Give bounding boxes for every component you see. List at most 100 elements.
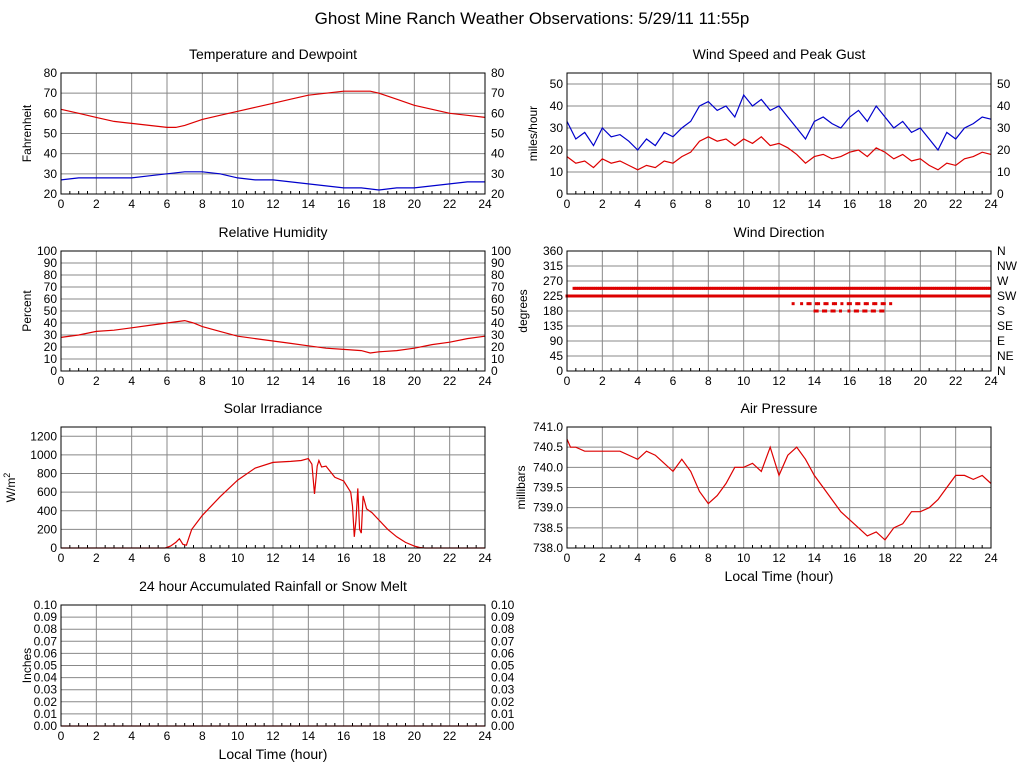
x-tick-label: 16 xyxy=(337,374,351,388)
wind-direction-point xyxy=(777,294,781,298)
wind-direction-point xyxy=(696,294,700,298)
right-y-tick-label: 20 xyxy=(491,187,505,201)
wind-direction-point xyxy=(710,286,714,290)
plot-frame xyxy=(60,72,486,195)
wind-direction-point xyxy=(934,294,938,298)
wind-direction-point xyxy=(885,294,889,298)
wind-direction-point xyxy=(776,286,780,290)
x-tick-label: 12 xyxy=(266,374,280,388)
wind-direction-point xyxy=(652,294,656,298)
wind-direction-point xyxy=(723,286,727,290)
wind-direction-point xyxy=(663,294,667,298)
wind-direction-point xyxy=(798,294,802,298)
wind-direction-point xyxy=(865,286,869,290)
wind-direction-point xyxy=(877,286,881,290)
x-tick-label: 14 xyxy=(808,374,822,388)
wind-direction-point xyxy=(848,302,852,306)
wind-direction-point xyxy=(646,294,650,298)
wind-direction-point xyxy=(631,294,635,298)
x-tick-label: 14 xyxy=(302,374,316,388)
wind-direction-point xyxy=(677,294,681,298)
wind-direction-point xyxy=(729,286,733,290)
wind-direction-point xyxy=(574,286,578,290)
wind-direction-point xyxy=(803,286,807,290)
wind-direction-point xyxy=(672,286,676,290)
wind-direction-point xyxy=(833,286,837,290)
wind-direction-point xyxy=(932,286,936,290)
wind-direction-point xyxy=(773,286,777,290)
y-tick-label: 135 xyxy=(543,319,563,333)
wind-direction-point xyxy=(607,294,611,298)
x-tick-label: 8 xyxy=(199,551,206,565)
wind-direction-point xyxy=(890,286,894,290)
chart-title: Wind Speed and Peak Gust xyxy=(693,46,866,62)
x-tick-label: 6 xyxy=(164,729,171,743)
x-tick-label: 10 xyxy=(737,551,751,565)
x-tick-label: 0 xyxy=(58,551,65,565)
right-y-tick-label: 0.07 xyxy=(491,634,515,648)
wind-direction-point xyxy=(616,294,620,298)
wind-direction-point xyxy=(783,294,787,298)
wind-direction-point xyxy=(832,309,836,313)
wind-direction-point xyxy=(806,302,810,306)
x-tick-label: 6 xyxy=(164,551,171,565)
right-y-tick-label: 0.01 xyxy=(491,707,515,721)
y-axis-label: millibars xyxy=(514,465,528,509)
wind-direction-point xyxy=(578,286,582,290)
wind-direction-point xyxy=(735,286,739,290)
right-y-tick-label: 0 xyxy=(997,187,1004,201)
wind-direction-point xyxy=(752,286,756,290)
wind-direction-point xyxy=(761,286,765,290)
wind-direction-point xyxy=(921,294,925,298)
wind-direction-point xyxy=(879,286,883,290)
right-y-tick-label: 100 xyxy=(491,244,511,258)
wind-direction-point xyxy=(906,294,910,298)
wind-direction-point xyxy=(765,286,769,290)
wind-direction-point xyxy=(682,286,686,290)
x-tick-label: 14 xyxy=(302,551,316,565)
series-line xyxy=(60,90,486,129)
wind-direction-point xyxy=(586,294,590,298)
wind-direction-point xyxy=(636,286,640,290)
wind-direction-point xyxy=(796,294,800,298)
wind-direction-point xyxy=(862,309,866,313)
x-tick-label: 2 xyxy=(93,551,100,565)
x-tick-label: 2 xyxy=(93,197,100,211)
wind-direction-point xyxy=(843,286,847,290)
wind-direction-point xyxy=(840,302,844,306)
wind-direction-point xyxy=(718,294,722,298)
x-tick-label: 20 xyxy=(914,551,928,565)
y-tick-label: 270 xyxy=(543,274,563,288)
wind-direction-point xyxy=(884,286,888,290)
wind-direction-point xyxy=(911,286,915,290)
wind-direction-point xyxy=(825,302,829,306)
wind-direction-point xyxy=(679,294,683,298)
y-tick-label: 0.02 xyxy=(34,695,58,709)
y-tick-label: 741.0 xyxy=(533,420,563,434)
wind-direction-point xyxy=(712,286,716,290)
wind-direction-point xyxy=(879,309,883,313)
wind-direction-point xyxy=(582,294,586,298)
right-y-tick-label: 90 xyxy=(491,256,505,270)
wind-direction-point xyxy=(725,286,729,290)
x-tick-label: 22 xyxy=(443,729,457,743)
wind-direction-point xyxy=(670,286,674,290)
wind-direction-point xyxy=(642,286,646,290)
wind-direction-point xyxy=(858,286,862,290)
x-tick-label: 6 xyxy=(670,197,677,211)
wind-direction-point xyxy=(730,294,734,298)
wind-direction-point xyxy=(985,286,989,290)
right-y-tick-label: 60 xyxy=(491,292,505,306)
wind-direction-point xyxy=(879,294,883,298)
wind-direction-point xyxy=(818,286,822,290)
wind-direction-point xyxy=(860,294,864,298)
right-y-tick-label: 50 xyxy=(491,127,505,141)
x-tick-label: 4 xyxy=(128,729,135,743)
wind-direction-point xyxy=(880,302,884,306)
wind-direction-point xyxy=(881,309,885,313)
x-tick-label: 12 xyxy=(772,197,786,211)
wind-direction-point xyxy=(601,294,605,298)
wind-direction-point xyxy=(691,286,695,290)
